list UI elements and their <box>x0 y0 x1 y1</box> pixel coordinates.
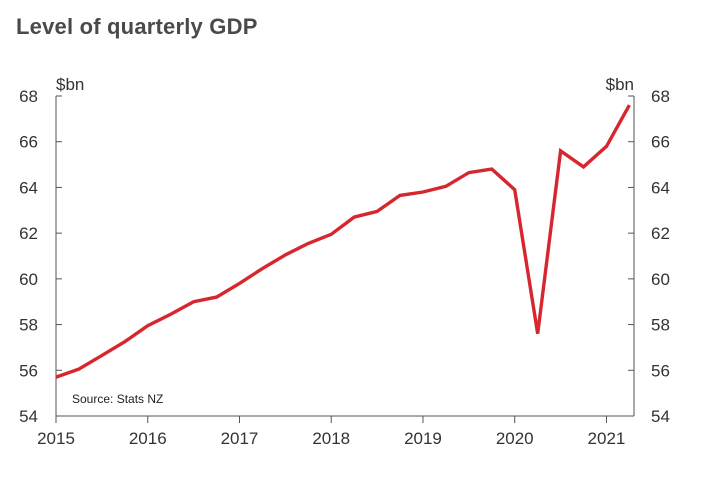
y-tick-label-right: 68 <box>651 87 670 106</box>
y-tick-label-right: 64 <box>651 178 670 197</box>
y-tick-label-right: 56 <box>651 361 670 380</box>
y-tick-label-left: 62 <box>19 224 38 243</box>
x-tick-label: 2016 <box>129 429 167 448</box>
chart-title: Level of quarterly GDP <box>16 14 258 39</box>
source-note: Source: Stats NZ <box>72 392 163 406</box>
y-tick-label-left: 60 <box>19 270 38 289</box>
y-tick-label-left: 58 <box>19 316 38 335</box>
x-tick-label: 2021 <box>588 429 626 448</box>
x-tick-label: 2019 <box>404 429 442 448</box>
y-tick-label-left: 54 <box>19 407 38 426</box>
y-tick-label-right: 58 <box>651 316 670 335</box>
y-tick-label-right: 62 <box>651 224 670 243</box>
x-tick-label: 2020 <box>496 429 534 448</box>
x-tick-label: 2017 <box>221 429 259 448</box>
y-tick-label-left: 68 <box>19 87 38 106</box>
y-tick-label-right: 54 <box>651 407 670 426</box>
x-tick-label: 2018 <box>312 429 350 448</box>
chart-series <box>55 104 631 379</box>
y-tick-label-left: 56 <box>19 361 38 380</box>
chart-axes: 54 54 56 56 58 58 60 60 62 62 64 64 66 66 68 68 2015 2016… <box>19 87 670 448</box>
x-tick-label: 2015 <box>37 429 75 448</box>
y-tick-label-left: 64 <box>19 178 38 197</box>
y-axis-unit-left: $bn <box>56 75 84 94</box>
y-tick-label-right: 66 <box>651 133 670 152</box>
y-tick-label-left: 66 <box>19 133 38 152</box>
y-tick-label-right: 60 <box>651 270 670 289</box>
series-line-gdp <box>55 104 631 379</box>
y-axis-unit-right: $bn <box>606 75 634 94</box>
